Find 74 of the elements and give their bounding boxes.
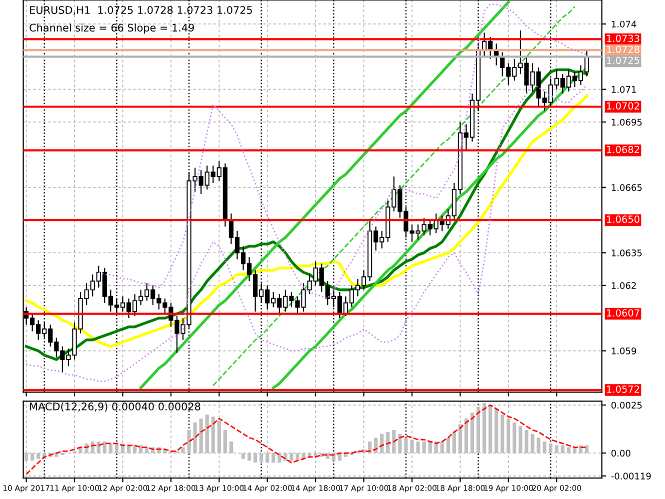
bar: [211, 416, 215, 454]
bar: [36, 453, 40, 459]
bar: [241, 453, 246, 459]
bar: [410, 440, 414, 454]
ref-line-label: 1.0702: [607, 102, 640, 110]
bar: [193, 422, 197, 454]
chart-title: MACD(12,26,9) 0.00040 0.00028: [30, 402, 200, 412]
bar: [458, 424, 462, 454]
y-tick-label: 1.059: [612, 348, 636, 354]
bar: [482, 403, 486, 454]
bar: [488, 405, 492, 454]
ref-line-label: 1.0650: [607, 216, 640, 223]
y-tick-label: 0.00: [611, 450, 630, 457]
y-tick-label: 1.0665: [612, 184, 642, 191]
bar: [446, 438, 450, 454]
text: EURUSD,H1 1.0725 1.0728 1.0723 1.0725: [30, 6, 252, 16]
bar: [560, 445, 564, 454]
bar: [440, 442, 444, 454]
bar: [253, 453, 258, 463]
y-tick-label: 1.074: [612, 20, 636, 28]
bar: [536, 438, 540, 454]
ref-line-label: 1.0682: [607, 146, 640, 154]
bar: [566, 447, 570, 454]
bar: [470, 412, 474, 454]
ref-line-label: 1.0572: [607, 386, 640, 393]
bar: [96, 442, 100, 454]
bar: [512, 422, 516, 454]
line-series: [26, 404, 588, 475]
bar: [398, 434, 402, 454]
line-series: [98, 4, 588, 300]
y-tick-label: 1.0635: [612, 249, 642, 256]
bar: [452, 432, 456, 454]
bar: [24, 453, 28, 461]
ref-line-label: 1.0733: [607, 34, 640, 42]
bar: [205, 414, 209, 454]
bar: [542, 442, 546, 454]
bar: [296, 453, 300, 461]
bar: [229, 442, 233, 454]
text: Channel size = 66 Slope = 1.49: [30, 24, 194, 34]
bar: [108, 443, 112, 454]
bar: [199, 418, 203, 454]
bar: [247, 453, 252, 461]
bar: [272, 453, 276, 463]
bar: [102, 442, 106, 454]
bar: [290, 453, 294, 461]
bar: [476, 406, 480, 454]
bar: [524, 430, 528, 454]
y-tick-label: 0.0025: [611, 402, 642, 409]
y-tick-label: 1.0695: [612, 118, 642, 126]
bar: [518, 426, 522, 454]
bar: [266, 453, 270, 463]
bar: [223, 430, 227, 454]
bar: [416, 442, 420, 454]
bar: [584, 445, 589, 454]
bar: [506, 418, 510, 454]
bar: [386, 432, 390, 454]
bar: [494, 408, 498, 454]
y-tick-label: 1.062: [612, 282, 636, 290]
ref-line-label: 1.0607: [607, 309, 640, 317]
ref-line-label: 1.0725: [607, 56, 640, 64]
bar: [392, 430, 396, 454]
y-tick-label: 1.071: [612, 86, 636, 93]
y-tick-label: -0.00119: [611, 472, 651, 480]
bar: [181, 447, 185, 454]
bar: [217, 420, 221, 454]
bar: [464, 418, 468, 454]
bar: [422, 442, 426, 454]
bar: [530, 434, 534, 454]
bar: [500, 414, 504, 454]
ref-line-label: 1.0728: [607, 46, 640, 54]
line-series: [212, 6, 576, 386]
bar: [554, 445, 558, 454]
bar: [326, 453, 330, 459]
bar: [30, 453, 34, 461]
